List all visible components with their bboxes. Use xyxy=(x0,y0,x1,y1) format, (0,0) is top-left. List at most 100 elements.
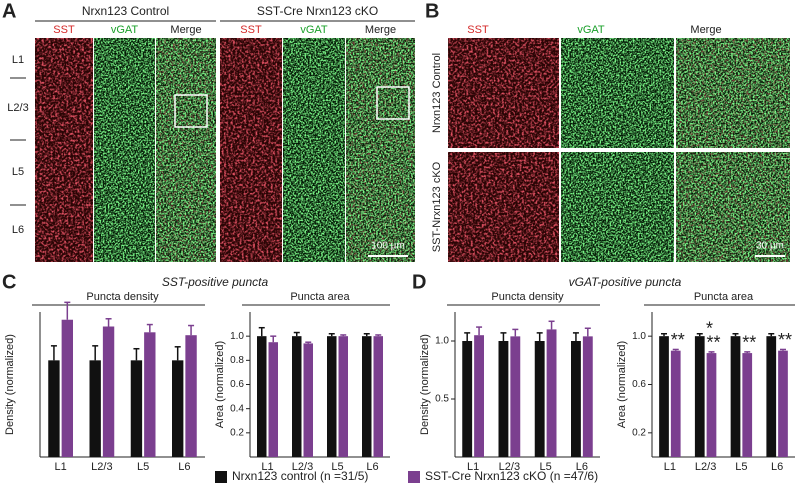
micrograph-green xyxy=(676,38,790,148)
roi-box xyxy=(174,94,208,128)
y-tick-label: 0.4 xyxy=(230,403,244,414)
bar xyxy=(706,353,717,457)
bar xyxy=(462,341,473,457)
y-tick-label: 0.5 xyxy=(435,394,449,405)
group-title: SST-Cre Nrxn123 cKO xyxy=(257,4,378,18)
x-tick-label: L1 xyxy=(664,461,676,473)
layer-label: L1 xyxy=(12,54,24,66)
panel-label: A xyxy=(2,0,16,22)
x-tick-label: L5 xyxy=(137,461,149,473)
channel-label: vGAT xyxy=(577,24,605,36)
x-tick-label: L1 xyxy=(261,461,273,473)
x-tick-label: L6 xyxy=(576,461,588,473)
legend-label: Nrxn123 control (n =31/5) xyxy=(232,469,368,483)
channel-label: Merge xyxy=(170,24,201,36)
micrograph-red xyxy=(448,38,559,148)
bar xyxy=(327,336,337,457)
panel-label: D xyxy=(412,271,426,293)
bar xyxy=(582,336,593,457)
micrograph-red xyxy=(448,152,559,262)
bar xyxy=(338,336,348,457)
bar xyxy=(766,336,777,457)
group-title: Nrxn123 Control xyxy=(82,4,169,18)
y-tick-label: 0.6 xyxy=(632,379,646,390)
channel-label: Merge xyxy=(690,24,721,36)
roi-box xyxy=(376,86,410,120)
significance: ** xyxy=(706,333,720,353)
bar xyxy=(694,336,705,457)
bar xyxy=(257,336,267,457)
bar xyxy=(102,326,115,457)
legend-swatch xyxy=(215,471,227,483)
y-axis-label: Area (normalized) xyxy=(616,341,628,428)
micrograph-green xyxy=(94,38,155,262)
micrograph-green xyxy=(561,38,674,148)
micrograph-green xyxy=(676,152,790,262)
x-tick-label: L5 xyxy=(540,461,552,473)
bar xyxy=(303,343,313,457)
bar xyxy=(546,329,557,457)
x-tick-label: L2/3 xyxy=(499,461,520,473)
significance: ** xyxy=(671,330,685,350)
y-axis-label: Density (normalized) xyxy=(4,334,16,435)
bar xyxy=(61,319,73,457)
channel-label: SST xyxy=(53,24,75,36)
y-tick-label: 0.2 xyxy=(632,427,646,438)
y-axis-label: Density (normalized) xyxy=(419,334,431,435)
x-tick-label: L6 xyxy=(366,461,378,473)
x-tick-label: L6 xyxy=(178,461,190,473)
significance: * xyxy=(706,319,713,339)
row-label: SST-Nrxn123 cKO xyxy=(431,161,443,252)
chart-subtitle: Puncta density xyxy=(86,291,159,303)
y-tick-label: 0.2 xyxy=(230,427,244,438)
scale-bar-label: 30 µm xyxy=(756,241,784,252)
group-title: vGAT-positive puncta xyxy=(569,275,682,289)
x-tick-label: L2/3 xyxy=(91,461,112,473)
y-tick-label: 0.8 xyxy=(230,355,244,366)
x-tick-label: L2/3 xyxy=(695,461,716,473)
legend-label: SST-Cre Nrxn123 cKO (n =47/6) xyxy=(425,469,598,483)
y-tick-label: 1.0 xyxy=(230,331,244,342)
bar xyxy=(48,360,60,457)
bar xyxy=(571,341,581,457)
micrograph-red xyxy=(220,38,282,262)
bar xyxy=(89,360,101,457)
bar xyxy=(130,360,143,457)
bar xyxy=(534,341,545,457)
chart-subtitle: Puncta density xyxy=(491,291,564,303)
bar xyxy=(172,360,184,457)
significance: ** xyxy=(742,333,756,353)
layer-label: L2/3 xyxy=(7,102,28,114)
bar xyxy=(362,336,372,457)
layer-label: L5 xyxy=(12,166,24,178)
bar xyxy=(778,350,788,457)
bar xyxy=(185,335,197,457)
significance: ** xyxy=(778,330,792,350)
channel-label: vGAT xyxy=(300,24,328,36)
bar xyxy=(373,336,383,457)
bar xyxy=(144,332,156,457)
channel-label: SST xyxy=(467,24,489,36)
channel-label: SST xyxy=(240,24,262,36)
chart-subtitle: Puncta area xyxy=(290,291,350,303)
micrograph-green xyxy=(283,38,345,262)
scale-bar-label: 100 µm xyxy=(371,241,405,252)
y-tick-label: 1.0 xyxy=(632,331,646,342)
micrograph-green xyxy=(561,152,674,262)
x-tick-label: L5 xyxy=(735,461,747,473)
channel-label: Merge xyxy=(365,24,396,36)
chart-subtitle: Puncta area xyxy=(694,291,754,303)
bar xyxy=(730,336,741,457)
channel-label: vGAT xyxy=(111,24,139,36)
bar xyxy=(498,341,509,457)
bar xyxy=(742,353,753,457)
bar xyxy=(659,336,669,457)
x-tick-label: L1 xyxy=(55,461,67,473)
x-tick-label: L5 xyxy=(331,461,343,473)
group-title: SST-positive puncta xyxy=(162,275,269,289)
panel-label: B xyxy=(425,0,439,22)
panel-label: C xyxy=(2,271,16,293)
bar xyxy=(292,336,302,457)
layer-label: L6 xyxy=(12,224,24,236)
